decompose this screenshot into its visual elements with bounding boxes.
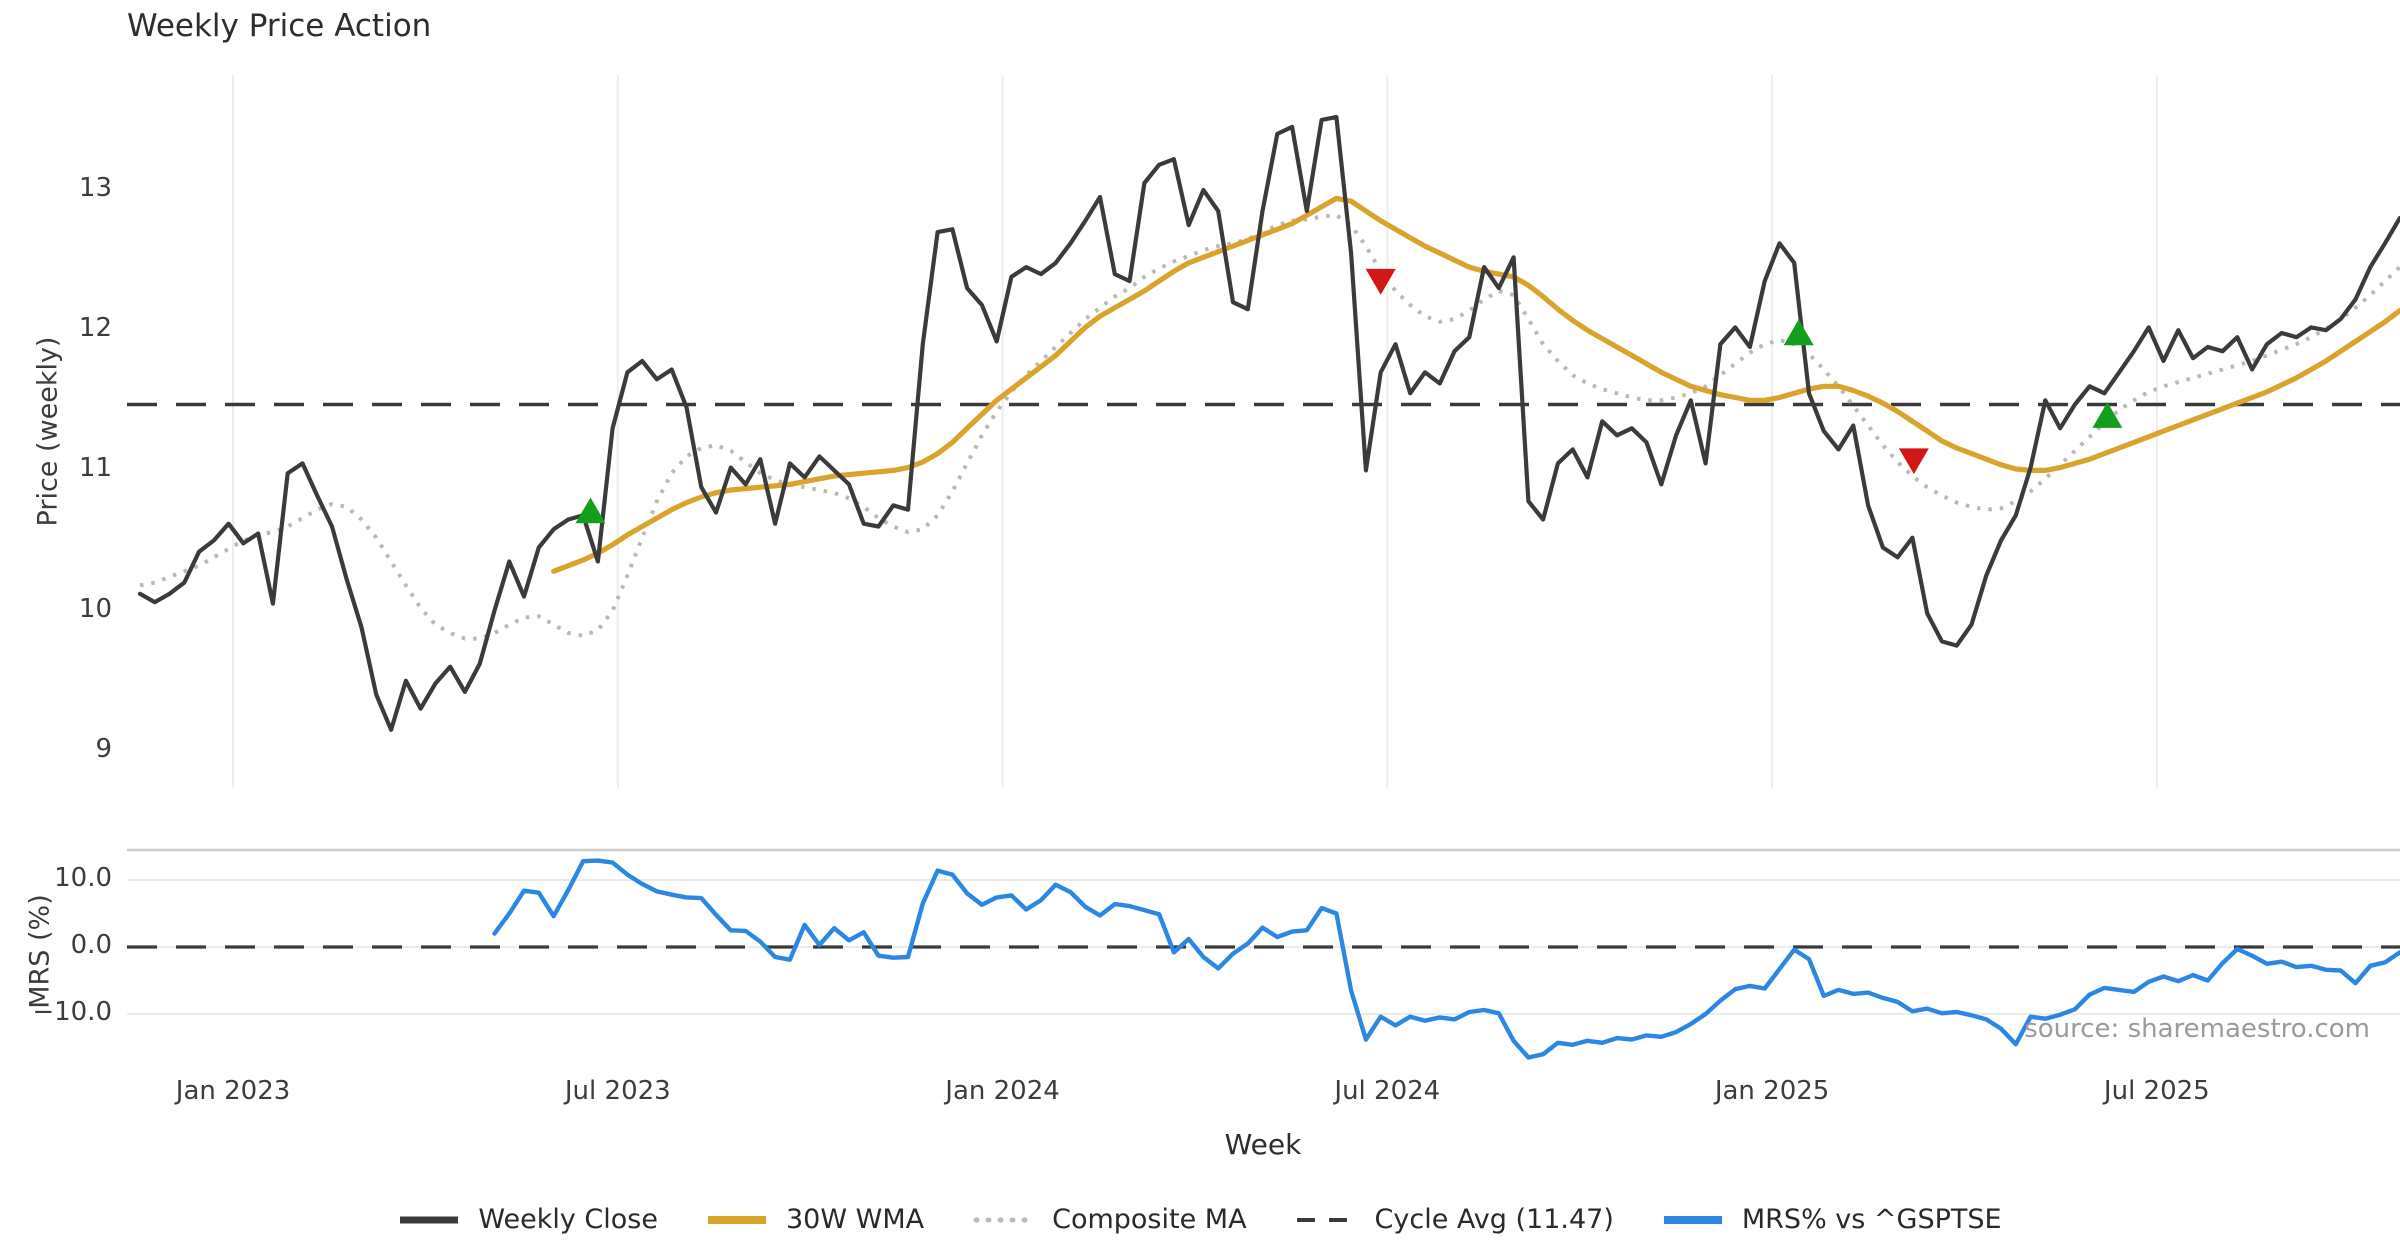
- week-axis-label: Week: [1224, 1128, 1302, 1161]
- legend-item-composite-ma: Composite MA: [972, 1204, 1247, 1235]
- buy-signal-triangle-icon: [575, 497, 606, 524]
- buy-signal-triangle-icon: [1783, 319, 1814, 346]
- buy-signal-triangle-icon: [2092, 402, 2123, 428]
- wma-line-icon: [707, 1215, 766, 1224]
- source-credit: source: sharemaestro.com: [2024, 1014, 2370, 1044]
- sell-signal-triangle-icon: [1898, 448, 1929, 475]
- legend-item-cycle-avg: Cycle Avg (11.47): [1295, 1204, 1614, 1235]
- mrs-line-icon: [1663, 1215, 1722, 1224]
- legend-item-weekly-close: Weekly Close: [398, 1204, 658, 1235]
- chart-title: Weekly Price Action: [127, 8, 432, 44]
- legend-item-mrs: MRS% vs ^GSPTSE: [1662, 1204, 2002, 1235]
- legend-item-30w-wma: 30W WMA: [706, 1204, 924, 1235]
- legend-label: MRS% vs ^GSPTSE: [1741, 1204, 2002, 1235]
- legend: Weekly Close 30W WMA Composite MA Cycle …: [0, 1204, 2400, 1235]
- legend-label: 30W WMA: [785, 1204, 925, 1235]
- weekly-close-line-icon: [400, 1216, 459, 1223]
- price-axis-label: Price (weekly): [32, 336, 64, 527]
- legend-label: Composite MA: [1052, 1204, 1247, 1235]
- mrs-axis-label: MRS (%): [24, 894, 56, 1009]
- sell-signal-triangle-icon: [1365, 268, 1396, 295]
- cycle-avg-line-icon: [1296, 1217, 1355, 1222]
- composite-ma-line-icon: [973, 1217, 1035, 1222]
- legend-label: Weekly Close: [478, 1204, 658, 1235]
- legend-label: Cycle Avg (11.47): [1374, 1204, 1614, 1235]
